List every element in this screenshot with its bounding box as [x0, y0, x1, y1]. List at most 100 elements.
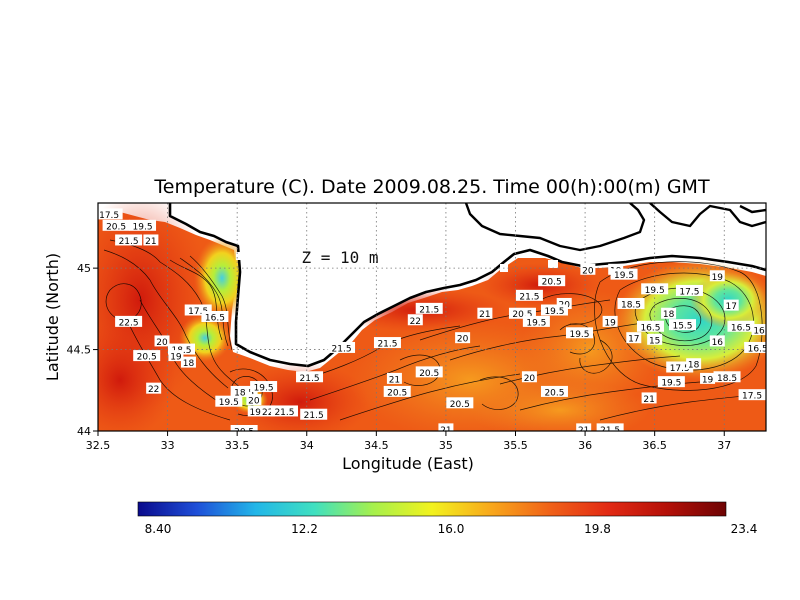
svg-text:21.5: 21.5 [332, 344, 352, 354]
contour-label: 19 [168, 350, 184, 363]
contour-label: 21.5 [115, 234, 143, 247]
svg-text:22.5: 22.5 [119, 318, 139, 328]
colorbar-tick-label: 12.2 [291, 522, 318, 536]
svg-text:16.5: 16.5 [205, 314, 225, 324]
contour-label: 18 [661, 307, 677, 320]
svg-text:21.5: 21.5 [300, 374, 320, 384]
contour-label: 19.5 [250, 381, 278, 394]
svg-text:16.5: 16.5 [640, 323, 660, 333]
contour-label: 20 [455, 332, 471, 345]
contour-label: 19.5 [522, 315, 550, 328]
contour-label: 20.5 [538, 275, 566, 288]
y-axis-label: Latitude (North) [43, 253, 62, 381]
svg-text:19.5: 19.5 [544, 307, 564, 317]
svg-text:17.5: 17.5 [742, 392, 762, 402]
map-plot-area: 17.520.519.521.52122.517.516.52018.51920… [98, 203, 768, 438]
svg-text:21: 21 [578, 426, 589, 436]
svg-text:18.5: 18.5 [234, 388, 254, 398]
contour-label: 21.5 [415, 302, 443, 315]
svg-text:19.5: 19.5 [133, 222, 153, 232]
y-axis: 44 44.5 45 [67, 262, 98, 438]
x-axis-label: Longitude (East) [342, 454, 474, 473]
svg-text:19: 19 [250, 408, 262, 418]
contour-label: 21.5 [596, 423, 624, 431]
contour-label: 18 [180, 356, 196, 369]
colorbar-ticks: 8.40 12.2 16.0 19.8 23.4 [145, 522, 758, 536]
svg-text:21.5: 21.5 [119, 237, 139, 247]
contour-label: 21.5 [300, 408, 328, 421]
svg-text:19.5: 19.5 [219, 398, 239, 408]
svg-text:21: 21 [643, 395, 654, 405]
x-tick-label: 37 [717, 439, 731, 452]
x-axis: 32.5 33 33.5 34 34.5 35 35.5 36 36.5 37 [86, 431, 731, 452]
svg-text:21.5: 21.5 [274, 408, 294, 418]
contour-label: 20.5 [383, 385, 411, 398]
contour-label: 20 [154, 335, 170, 348]
contour-label: 16 [751, 324, 766, 337]
x-tick-label: 35.5 [503, 439, 528, 452]
x-tick-label: 36.5 [642, 439, 667, 452]
svg-text:20: 20 [457, 335, 469, 345]
contour-label: 22 [146, 382, 162, 395]
contour-label: 17.5 [666, 361, 694, 374]
contour-label: 19.5 [566, 327, 594, 340]
svg-text:16: 16 [712, 338, 724, 348]
map-title: Temperature (C). Date 2009.08.25. Time 0… [153, 176, 710, 198]
svg-text:19.5: 19.5 [645, 286, 665, 296]
coastline [168, 203, 766, 368]
contour-label: 21 [386, 372, 402, 385]
x-tick-label: 34 [300, 439, 314, 452]
svg-text:21: 21 [479, 310, 490, 320]
svg-text:21.5: 21.5 [377, 340, 397, 350]
svg-text:20.5: 20.5 [450, 400, 470, 410]
contour-label: 17 [723, 299, 739, 312]
svg-text:20.5: 20.5 [544, 388, 564, 398]
svg-text:19.5: 19.5 [254, 384, 274, 394]
contour-label: 18 [686, 358, 702, 371]
svg-text:20.5: 20.5 [419, 369, 439, 379]
svg-text:18: 18 [663, 310, 675, 320]
contour-label: 18.5 [617, 297, 645, 310]
svg-text:22: 22 [262, 408, 273, 418]
contour-label: 21.5 [296, 371, 324, 384]
x-tick-label: 35 [439, 439, 453, 452]
svg-text:19: 19 [712, 273, 724, 283]
y-tick-label: 44.5 [67, 344, 92, 357]
contour-label: 20 [246, 394, 262, 407]
contour-label: 20.5 [415, 366, 443, 379]
contour-label: 20.5 [540, 385, 568, 398]
contour-label: 20.5 [446, 397, 474, 410]
contour-label: 22 [407, 314, 423, 327]
contour-label: 17.5 [184, 304, 212, 317]
svg-text:19: 19 [702, 375, 714, 385]
svg-text:16: 16 [753, 327, 765, 337]
svg-text:21.5: 21.5 [419, 305, 439, 315]
svg-text:16.5: 16.5 [748, 344, 768, 354]
plot-frame [97, 202, 767, 432]
svg-text:20: 20 [248, 397, 260, 407]
colorbar-tick-label: 23.4 [731, 522, 758, 536]
x-tick-label: 32.5 [86, 439, 111, 452]
contour-label: 20.5 [133, 350, 161, 363]
svg-text:17: 17 [725, 302, 736, 312]
contour-label: 16.5 [201, 311, 229, 324]
svg-text:21: 21 [145, 237, 156, 247]
svg-text:20: 20 [156, 338, 168, 348]
x-tick-label: 33.5 [225, 439, 250, 452]
azov-shoreline [464, 203, 766, 252]
svg-text:20: 20 [582, 266, 594, 276]
contour-label: 20 [521, 371, 537, 384]
contour-label: 17.5 [98, 208, 123, 221]
x-tick-label: 33 [161, 439, 175, 452]
y-tick-label: 44 [77, 425, 91, 438]
contour-label: 21 [641, 392, 657, 405]
contour-label: 15.5 [669, 319, 696, 332]
y-tick-label: 45 [77, 262, 91, 275]
svg-text:17.5: 17.5 [99, 211, 119, 221]
contour-label: 18.5 [713, 371, 741, 384]
svg-text:16.5: 16.5 [731, 323, 751, 333]
svg-text:20.5: 20.5 [387, 388, 407, 398]
svg-text:17.5: 17.5 [670, 364, 690, 374]
x-tick-label: 34.5 [364, 439, 389, 452]
svg-text:20.5: 20.5 [234, 428, 254, 438]
